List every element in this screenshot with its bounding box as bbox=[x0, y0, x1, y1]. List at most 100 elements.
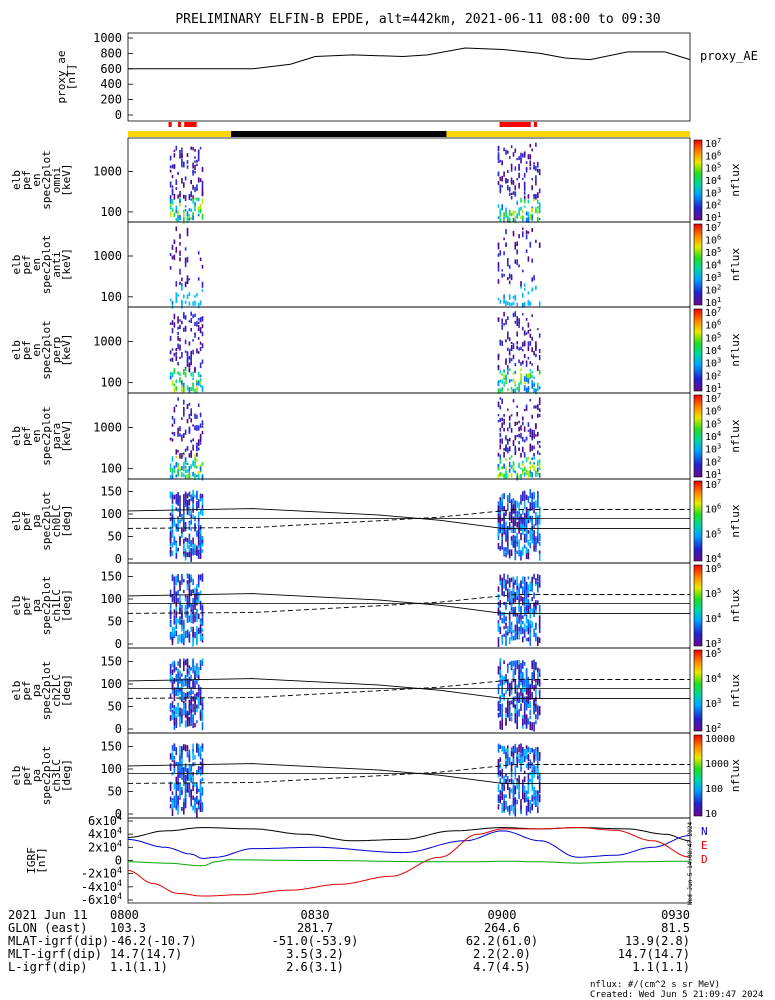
spectrogram-pixel bbox=[538, 575, 541, 585]
spectrogram-pixel bbox=[535, 623, 537, 630]
spectrogram-pixel bbox=[197, 154, 200, 161]
spectrogram-pixel bbox=[527, 624, 530, 635]
spectrogram-pixel bbox=[518, 264, 520, 268]
spectrogram-pixel bbox=[169, 715, 172, 721]
spectrogram-pixel bbox=[525, 513, 528, 518]
spectrogram-pixel bbox=[169, 767, 172, 771]
spectrogram-pixel bbox=[501, 720, 503, 730]
spectrogram-pixel bbox=[507, 502, 509, 511]
spectrogram-pixel bbox=[175, 496, 178, 503]
spectrogram-pixel bbox=[190, 180, 192, 185]
spectrogram-pixel bbox=[171, 574, 174, 582]
spectrogram-pixel bbox=[499, 500, 502, 510]
spectrogram-pixel bbox=[535, 765, 537, 775]
spectrogram-pixel bbox=[171, 470, 174, 475]
spectrogram-pixel bbox=[177, 462, 179, 468]
spectrogram-pixel bbox=[499, 250, 502, 256]
spectrogram-pixel bbox=[525, 679, 528, 689]
spectrogram-pixel bbox=[497, 743, 500, 753]
spectrogram-pixel bbox=[533, 198, 535, 202]
spectrogram-pixel bbox=[516, 576, 518, 586]
spectrogram-pixel bbox=[196, 386, 198, 392]
spectrogram-pixel bbox=[518, 664, 520, 675]
ylabel-line: [keV] bbox=[60, 248, 73, 281]
spectrogram-pixel bbox=[181, 687, 183, 696]
spectrogram-pixel bbox=[169, 804, 172, 809]
spectrogram-pixel bbox=[529, 167, 532, 170]
spectrogram-pixel bbox=[505, 547, 507, 552]
spectrogram-pixel bbox=[527, 779, 530, 785]
spectrogram-pixel bbox=[179, 356, 181, 359]
spectrogram-pixel bbox=[186, 629, 189, 635]
spectrogram-pixel bbox=[186, 278, 189, 285]
spectrogram-pixel bbox=[527, 773, 530, 782]
spectrogram-pixel bbox=[527, 802, 530, 812]
spectrogram-pixel bbox=[505, 707, 507, 714]
spectrogram-pixel bbox=[186, 351, 189, 357]
spectrogram-pixel bbox=[171, 712, 174, 718]
spectrogram-pixel bbox=[199, 412, 202, 418]
spectrogram-pixel bbox=[508, 415, 511, 421]
spectrogram-pixel bbox=[533, 592, 535, 597]
spectrogram-pixel bbox=[197, 667, 200, 675]
spectrogram-pixel bbox=[179, 634, 181, 643]
spectrogram-pixel bbox=[522, 360, 524, 365]
colorbar-tick-label: 107 bbox=[705, 221, 721, 234]
ylabel-line: omni bbox=[50, 167, 63, 194]
spectrogram-pixel bbox=[529, 605, 532, 610]
spectrogram-pixel bbox=[184, 631, 187, 639]
spectrogram-pixel bbox=[538, 473, 541, 478]
spectrogram-pixel bbox=[531, 679, 533, 683]
spectrogram-pixel bbox=[518, 207, 520, 213]
colorbar bbox=[693, 734, 703, 817]
spectrogram-pixel bbox=[197, 499, 200, 508]
spectrogram-pixel bbox=[201, 281, 204, 288]
spectrogram-pixel bbox=[508, 787, 511, 794]
spectrogram-pixel bbox=[512, 467, 515, 473]
spectrogram-pixel bbox=[188, 704, 191, 708]
spectrogram-pixel bbox=[190, 519, 192, 525]
spectrogram-pixel bbox=[199, 146, 202, 150]
spectrogram-pixel bbox=[505, 760, 507, 769]
spectrogram-pixel bbox=[181, 612, 183, 617]
spectrogram-pixel bbox=[516, 533, 518, 542]
spectrogram-pixel bbox=[523, 152, 526, 158]
footer-cell-time: 0800 bbox=[110, 908, 139, 922]
spectrogram-pixel bbox=[518, 696, 520, 703]
spectrogram-pixel bbox=[527, 346, 530, 351]
spectrogram-pixel bbox=[520, 452, 522, 458]
spectrogram-pixel bbox=[527, 510, 530, 520]
spectrogram-pixel bbox=[523, 519, 526, 527]
colorbar-tick-label: 106 bbox=[705, 319, 721, 332]
spectrogram-pixel bbox=[533, 405, 535, 409]
spectrogram-pixel bbox=[512, 698, 515, 707]
spectrogram-pixel bbox=[501, 591, 503, 596]
spectrogram-pixel bbox=[181, 678, 183, 687]
spectrogram-pixel bbox=[175, 575, 178, 585]
spectrogram-pixel bbox=[522, 460, 524, 464]
spectrogram-pixel bbox=[177, 496, 179, 505]
spectrogram-pixel bbox=[527, 799, 530, 806]
spectrogram-pixel bbox=[529, 721, 532, 731]
spectrogram-pixel bbox=[196, 379, 198, 384]
spectrogram-pixel bbox=[190, 552, 192, 562]
spectrogram-pixel bbox=[497, 253, 500, 257]
spectrogram-pixel bbox=[518, 521, 520, 531]
spectrogram-pixel bbox=[499, 795, 502, 801]
spectrogram-pixel bbox=[538, 170, 541, 176]
spectrogram-pixel bbox=[518, 614, 520, 624]
spectrogram-pixel bbox=[188, 426, 191, 432]
ylabel-line: elb bbox=[10, 426, 23, 446]
spectrogram-pixel bbox=[169, 358, 172, 362]
spectrogram-pixel bbox=[501, 584, 503, 592]
spectrogram-pixel bbox=[531, 533, 533, 543]
spectrogram-pixel bbox=[520, 612, 522, 623]
spectrogram-pixel bbox=[179, 768, 181, 774]
spectrogram-pixel bbox=[175, 462, 178, 467]
spectrogram-pixel bbox=[171, 190, 174, 196]
panel-spec2plot_ch2LC: elbpefpaspec2plotch2LC[deg]0501001501021… bbox=[10, 647, 742, 736]
spectrogram-pixel bbox=[196, 321, 198, 327]
spectrogram-pixel bbox=[501, 703, 503, 713]
spectrogram-pixel bbox=[520, 377, 522, 381]
spectrogram-pixel bbox=[188, 208, 191, 212]
